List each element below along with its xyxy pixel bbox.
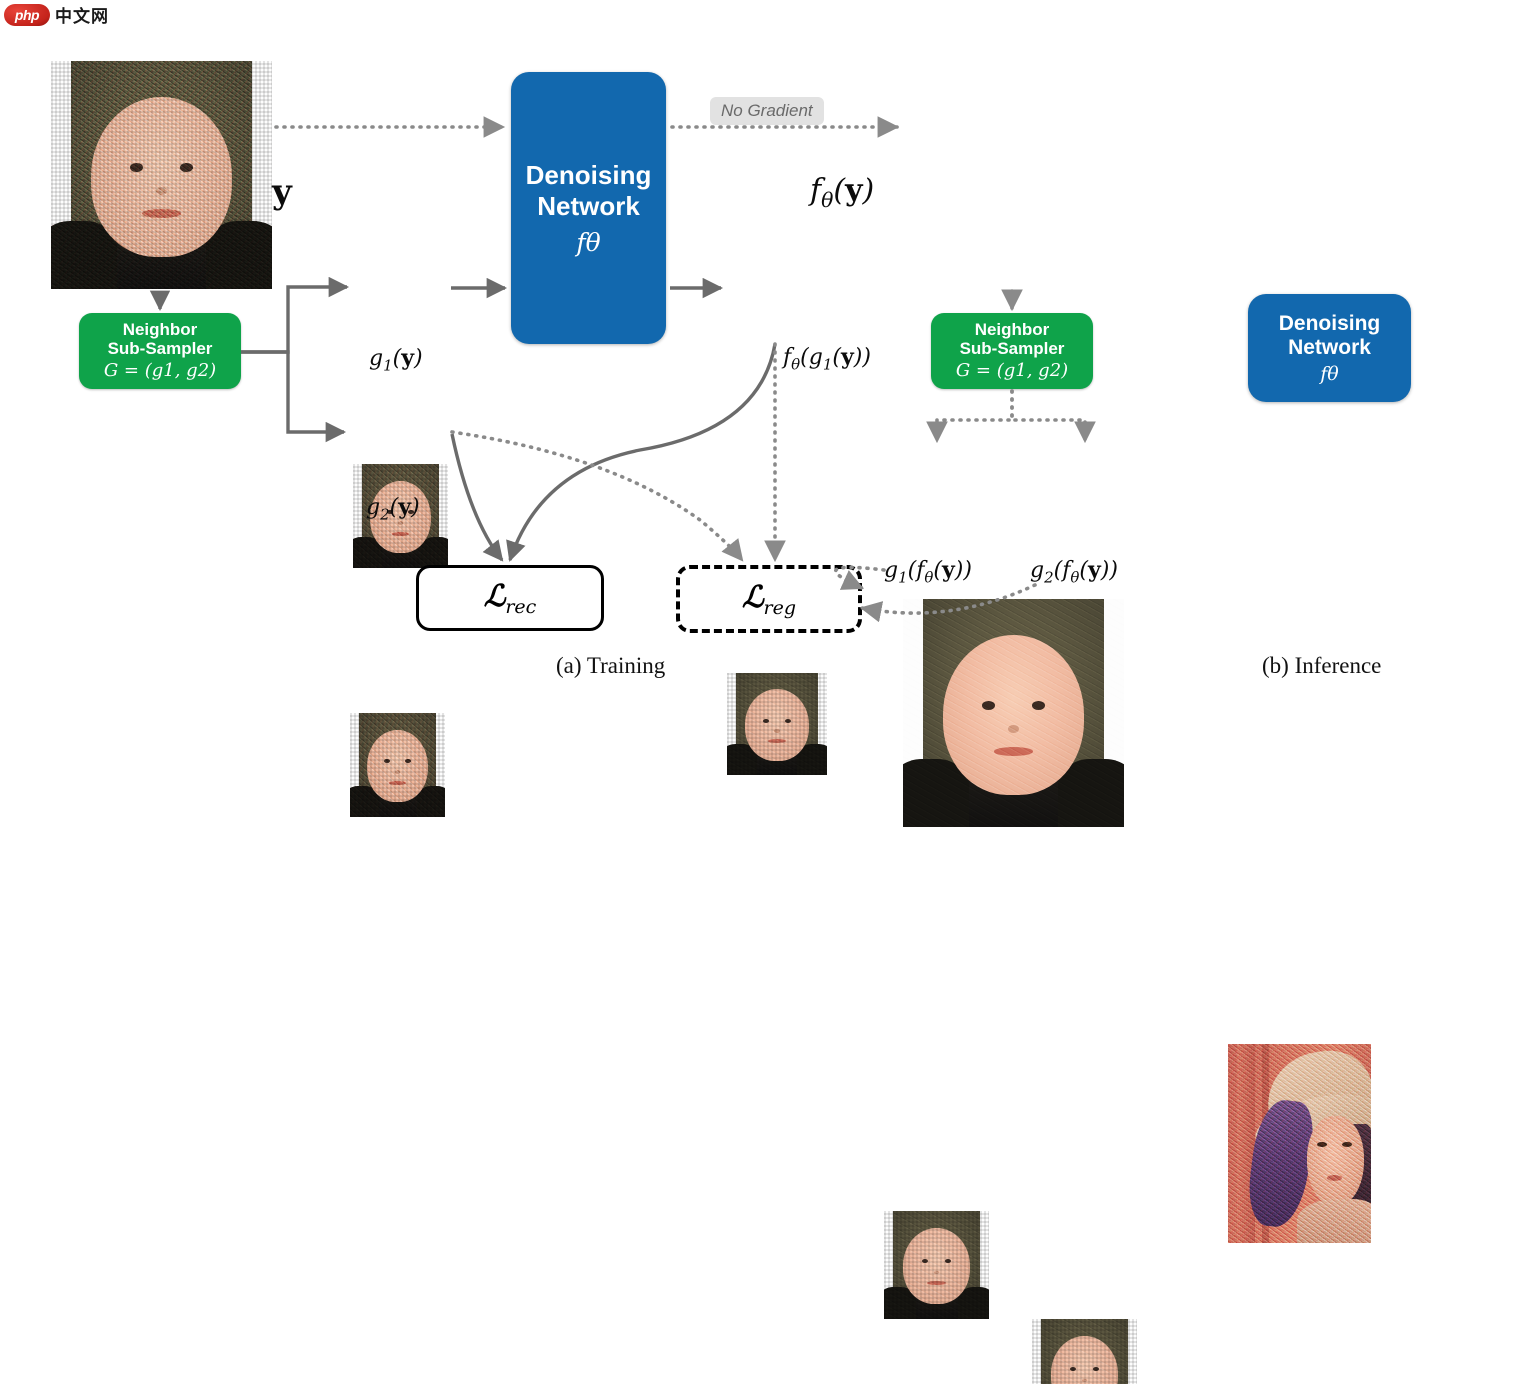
denoised-subsample-image [727, 673, 827, 775]
arrow-denoisedsub-to-lrec [506, 343, 777, 562]
inference-noisy-lena-image [1228, 1044, 1371, 1243]
subsampler-right-formula: G = (g1, g2) [955, 360, 1069, 382]
output-subsample-image-g1 [884, 1211, 989, 1319]
arrow-subsampler-branch-g1 [241, 276, 350, 354]
no-gradient-text: No Gradient [721, 101, 813, 120]
php-badge-icon: php [4, 3, 50, 26]
subsampler-line2: Sub-Sampler [107, 339, 213, 359]
input-label-text: y [272, 172, 292, 212]
caption-training: (a) Training [556, 653, 666, 678]
arrow-subsampler-branch-g2 [241, 350, 347, 443]
label-g1-ftheta-y: g1(fθ(y)) [884, 557, 972, 587]
subsampled-image-g1y [353, 464, 448, 568]
subsampled-image-g2y [350, 713, 445, 817]
network-line2-inference: Network [1288, 335, 1371, 359]
network-symbol-inference: fθ [1320, 362, 1339, 385]
denoising-network-box-training[interactable]: Denoising Network fθ [511, 72, 666, 344]
subsampler-right-line2: Sub-Sampler [959, 339, 1065, 359]
arrow-g2y-to-lrec [450, 433, 504, 562]
denoising-network-box-inference[interactable]: Denoising Network fθ [1248, 294, 1411, 402]
network-symbol-training: fθ [576, 227, 601, 257]
no-gradient-badge: No Gradient [710, 97, 824, 125]
loss-rec-label: ℒrec [483, 578, 537, 618]
watermark-text: 中文网 [55, 7, 109, 27]
neighbor-subsampler-box-left[interactable]: Neighbor Sub-Sampler G = (g1, g2) [79, 313, 241, 389]
label-ftheta-g1y: fθ(g1(y)) [783, 344, 871, 374]
denoised-output-image [903, 599, 1124, 827]
label-g1y: g1(y) [369, 345, 423, 375]
label-g2-ftheta-y: g2(fθ(y)) [1030, 557, 1118, 587]
loss-rec-box[interactable]: ℒrec [416, 565, 604, 631]
arrow-subsampler-right-to-g2 [1010, 389, 1096, 444]
subsampler-formula: G = (g1, g2) [103, 360, 217, 382]
subsampler-line1: Neighbor [122, 319, 198, 339]
input-label-y: y [272, 172, 292, 212]
network-line2-training: Network [537, 190, 640, 221]
noisy-input-image [51, 61, 272, 289]
arrow-g2y-to-lreg [450, 430, 744, 562]
caption-inference: (b) Inference [1262, 653, 1382, 678]
arrow-subsampler-right-to-g1 [926, 389, 1014, 444]
output-label-ftheta-y: fθ(y) [810, 173, 875, 212]
network-line1-training: Denoising [525, 159, 652, 190]
network-line1-inference: Denoising [1278, 311, 1381, 335]
subsampler-right-line1: Neighbor [974, 319, 1050, 339]
loss-reg-label: ℒreg [741, 579, 797, 619]
watermark-logo: php 中文网 [4, 2, 109, 27]
neighbor-subsampler-box-right[interactable]: Neighbor Sub-Sampler G = (g1, g2) [931, 313, 1093, 389]
output-subsample-image-g2 [1032, 1319, 1137, 1384]
label-g2y: g2(y) [366, 494, 420, 524]
loss-reg-box[interactable]: ℒreg [676, 565, 862, 633]
